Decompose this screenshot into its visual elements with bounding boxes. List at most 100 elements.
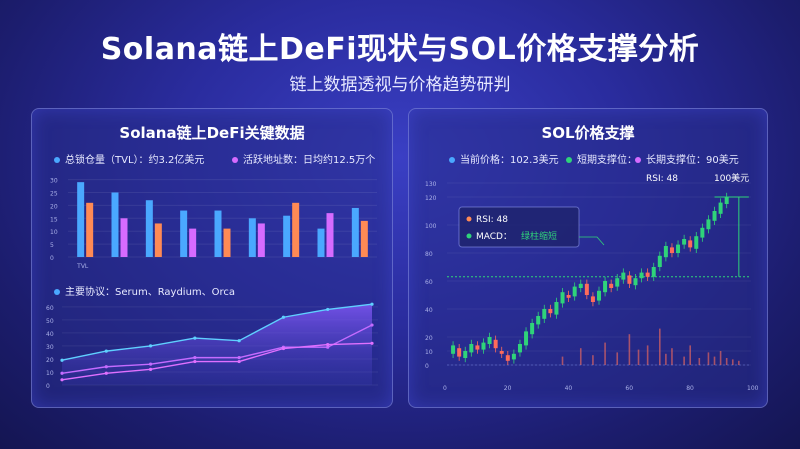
candle-y-tick: 80 xyxy=(425,251,433,258)
candle-body xyxy=(603,281,608,293)
left-panel-title: Solana链上DeFi关键数据 xyxy=(119,124,305,142)
legend-protocols-label: 主要协议：Serum、Raydium、Orca xyxy=(65,287,236,298)
legend-short-dot xyxy=(566,157,572,163)
volume-bar xyxy=(725,358,728,365)
candle-body xyxy=(481,342,486,350)
candle-body xyxy=(718,202,723,214)
area-point xyxy=(281,315,286,319)
area-point xyxy=(237,339,241,343)
bar-active xyxy=(86,202,94,257)
candle-body xyxy=(706,219,711,230)
indicator-macd-dot xyxy=(466,233,472,239)
candle-body xyxy=(560,292,565,304)
candle-body xyxy=(584,283,589,295)
candle-body xyxy=(682,239,687,245)
area-point xyxy=(148,362,153,366)
bar-active xyxy=(326,213,334,257)
area-y-tick: 0 xyxy=(46,383,50,390)
candle-body xyxy=(572,286,577,297)
candle-body xyxy=(694,236,699,249)
bar-x-tick: TVL xyxy=(76,263,89,270)
bar-active xyxy=(189,228,197,257)
candle-body xyxy=(548,309,553,314)
candle-y-tick: 0 xyxy=(425,363,429,370)
candle-x-tick: 20 xyxy=(504,385,512,392)
volume-bar xyxy=(719,351,722,365)
candle-body xyxy=(451,345,456,354)
legend-long-label: 长期支撑位：90美元 xyxy=(646,155,739,166)
area-point xyxy=(148,344,153,348)
area-series-line xyxy=(61,303,373,361)
candle-x-tick: 60 xyxy=(625,385,633,392)
bar-tvl xyxy=(283,215,291,257)
area-y-tick: 30 xyxy=(46,344,54,351)
bar-active xyxy=(360,220,368,257)
page-subtitle: 链上数据透视与价格趋势研判 xyxy=(289,75,511,95)
defi-data-panel: Solana链上DeFi关键数据 总锁仓量（TVL）：约3.2亿美元 活跃地址数… xyxy=(31,108,393,408)
volume-bar xyxy=(713,356,716,365)
volume-bar xyxy=(731,359,734,365)
candle-body xyxy=(657,255,662,267)
legend-protocols: 主要协议：Serum、Raydium、Orca xyxy=(54,283,235,298)
candle-body xyxy=(651,267,656,277)
volume-bar xyxy=(637,349,640,365)
price-label: 100美元 xyxy=(714,172,749,184)
candle-body xyxy=(621,272,626,280)
candle-body xyxy=(457,348,462,357)
candle-body xyxy=(639,272,644,279)
candle-y-tick: 60 xyxy=(425,279,433,286)
volume-bar xyxy=(604,342,606,365)
candle-body xyxy=(590,296,595,302)
candle-body xyxy=(524,331,529,346)
candle-body xyxy=(700,227,705,238)
candle-body xyxy=(615,278,620,287)
candle-y-tick: 10 xyxy=(425,349,433,356)
bar-tvl xyxy=(77,182,85,257)
area-point xyxy=(104,365,108,369)
candle-body xyxy=(676,244,681,253)
indicator-box xyxy=(458,206,580,248)
candle-body xyxy=(663,246,668,258)
area-point xyxy=(370,341,374,345)
area-point xyxy=(60,358,64,362)
area-point xyxy=(104,371,108,375)
area-point xyxy=(60,378,64,382)
area-point xyxy=(193,359,197,364)
bar-y-tick: 20 xyxy=(50,203,58,210)
legend-short-label: 短期支撑位： xyxy=(577,155,637,166)
area-y-tick: 50 xyxy=(46,318,54,325)
candle-body xyxy=(475,345,480,350)
candle-body xyxy=(669,247,674,253)
area-point xyxy=(148,367,153,371)
legend-short-support: 短期支撑位： xyxy=(566,151,637,166)
legend-tvl-dot xyxy=(54,157,60,163)
legend-current-price: 当前价格：102.3美元 xyxy=(449,151,559,166)
indicator-rsi: RSI: 48 xyxy=(476,215,508,225)
area-point xyxy=(370,302,374,306)
candle-body xyxy=(505,355,510,361)
candle-body xyxy=(463,351,468,358)
legend-tvl: 总锁仓量（TVL）：约3.2亿美元 xyxy=(54,151,204,166)
area-point xyxy=(193,336,197,340)
legend-price-dot xyxy=(449,157,455,163)
bar-tvl xyxy=(248,218,256,257)
bar-active xyxy=(154,223,162,257)
candle-x-tick: 40 xyxy=(565,385,573,392)
volume-bar xyxy=(579,348,582,365)
candle-body xyxy=(554,302,559,315)
candle-body xyxy=(530,323,535,335)
volume-bar xyxy=(561,356,564,365)
candle-body xyxy=(487,337,492,344)
bar-active xyxy=(257,223,265,257)
indicator-macd-value: 绿柱缩短 xyxy=(521,230,557,242)
indicator-pointer xyxy=(579,236,605,246)
candle-body xyxy=(542,309,547,319)
candle-body xyxy=(627,275,632,284)
bar-tvl xyxy=(111,192,119,257)
volume-bar xyxy=(592,355,594,365)
volume-bar xyxy=(671,348,673,365)
candle-body xyxy=(633,278,638,286)
volume-bar xyxy=(689,345,691,365)
candle-body xyxy=(536,316,541,325)
candle-chart: 0 10 20 40 60 80 100 120 130 0 20 40 60 80 100 RSI: 48 1… xyxy=(425,172,759,392)
